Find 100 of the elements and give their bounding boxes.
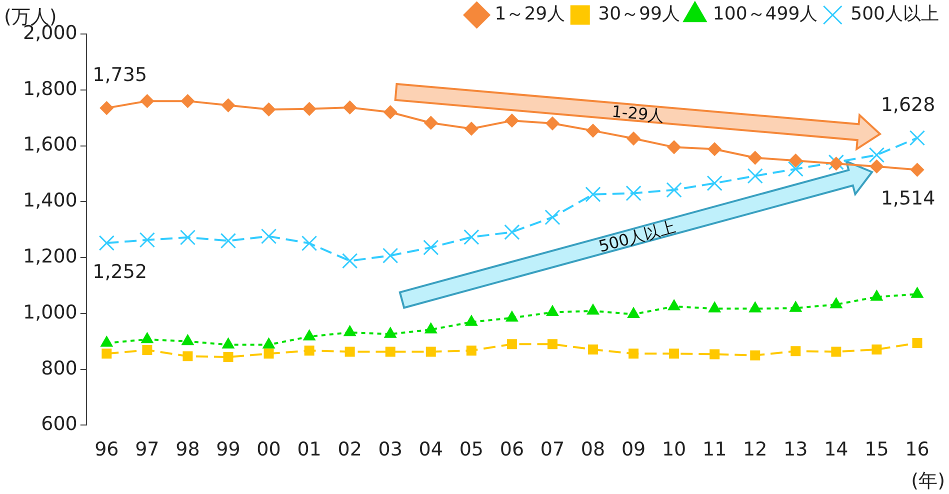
point bbox=[628, 348, 639, 359]
y-tick-label: 1,600 bbox=[22, 134, 78, 156]
point bbox=[547, 339, 558, 350]
x-tick-label: 12 bbox=[743, 438, 768, 461]
point bbox=[868, 147, 885, 163]
point bbox=[102, 348, 112, 359]
y-tick-label: 800 bbox=[41, 357, 78, 380]
point bbox=[587, 304, 599, 315]
point bbox=[385, 346, 396, 357]
point bbox=[139, 232, 156, 248]
y-tick-label: 600 bbox=[41, 413, 78, 436]
point bbox=[585, 186, 601, 202]
point bbox=[100, 336, 113, 347]
point bbox=[423, 240, 439, 256]
point bbox=[426, 346, 436, 357]
point bbox=[667, 140, 681, 154]
x-tick-label: 13 bbox=[784, 438, 808, 461]
x-tick-label: 15 bbox=[864, 438, 889, 461]
point bbox=[668, 300, 680, 310]
point bbox=[870, 160, 884, 174]
point bbox=[546, 306, 558, 316]
point bbox=[790, 301, 802, 312]
annotation: 1,252 bbox=[92, 260, 148, 283]
legend-label: 100～499人 bbox=[712, 4, 818, 25]
point bbox=[222, 338, 234, 348]
point bbox=[182, 351, 193, 362]
annotation: 1,514 bbox=[880, 188, 936, 210]
point bbox=[910, 163, 924, 177]
x-tick-label: 00 bbox=[256, 438, 281, 461]
legend-label: 30～99人 bbox=[598, 4, 680, 25]
x-tick-label: 03 bbox=[378, 438, 402, 461]
annotation: 1,735 bbox=[92, 64, 148, 86]
point bbox=[710, 349, 720, 360]
point bbox=[424, 116, 438, 130]
point bbox=[909, 130, 926, 146]
point bbox=[544, 209, 560, 226]
point bbox=[343, 100, 357, 114]
point bbox=[464, 229, 480, 245]
point bbox=[911, 287, 924, 298]
point bbox=[790, 346, 801, 356]
x-tick-label: 06 bbox=[500, 438, 524, 461]
annotation: 1-29人 bbox=[611, 102, 665, 126]
x-tick-label: 97 bbox=[135, 438, 160, 461]
point bbox=[506, 311, 518, 322]
point bbox=[262, 338, 275, 348]
y-tick-label: 1,200 bbox=[22, 245, 78, 268]
point bbox=[749, 302, 762, 312]
point bbox=[464, 122, 478, 136]
point bbox=[302, 102, 316, 116]
point bbox=[384, 105, 398, 119]
y-tick-label: 1,000 bbox=[22, 301, 78, 324]
x-tick-label: 98 bbox=[176, 438, 200, 461]
point bbox=[424, 322, 437, 334]
point bbox=[301, 235, 318, 252]
point bbox=[100, 101, 114, 115]
point bbox=[750, 350, 760, 360]
point bbox=[220, 232, 236, 249]
point bbox=[831, 346, 842, 357]
point bbox=[588, 344, 598, 354]
y-tick-label: 1,400 bbox=[22, 190, 78, 212]
x-tick-label: 16 bbox=[905, 438, 930, 461]
point bbox=[223, 352, 234, 362]
annotation: 1,628 bbox=[880, 94, 936, 116]
x-tick-label: 14 bbox=[824, 438, 848, 461]
point bbox=[788, 154, 802, 168]
point bbox=[628, 308, 640, 318]
point bbox=[912, 338, 922, 348]
point bbox=[669, 348, 680, 359]
legend-label: 1～29人 bbox=[494, 4, 566, 25]
point bbox=[141, 332, 154, 344]
point bbox=[708, 142, 722, 156]
point bbox=[342, 253, 358, 269]
x-tick-label: 11 bbox=[702, 438, 727, 461]
annotation: 500人以上 bbox=[596, 216, 678, 256]
point bbox=[221, 98, 235, 112]
point bbox=[870, 290, 883, 301]
point bbox=[304, 346, 314, 356]
point bbox=[504, 224, 520, 240]
point bbox=[262, 102, 276, 116]
point bbox=[382, 248, 398, 264]
point bbox=[788, 161, 804, 177]
point bbox=[830, 298, 842, 308]
point bbox=[505, 114, 519, 128]
x-tick-label: 07 bbox=[540, 438, 565, 461]
x-tick-label: 10 bbox=[662, 438, 686, 461]
point bbox=[303, 330, 316, 340]
point bbox=[466, 346, 476, 356]
point bbox=[586, 124, 600, 138]
x-tick-label: 05 bbox=[459, 438, 484, 461]
point bbox=[384, 327, 396, 338]
point bbox=[872, 344, 882, 354]
point bbox=[666, 182, 682, 198]
point bbox=[506, 339, 517, 350]
point bbox=[546, 116, 560, 130]
point bbox=[748, 151, 762, 165]
x-tick-label: 08 bbox=[580, 438, 606, 461]
point bbox=[344, 326, 356, 336]
point bbox=[140, 94, 154, 108]
point bbox=[706, 175, 722, 192]
x-tick-label: 09 bbox=[621, 438, 646, 461]
